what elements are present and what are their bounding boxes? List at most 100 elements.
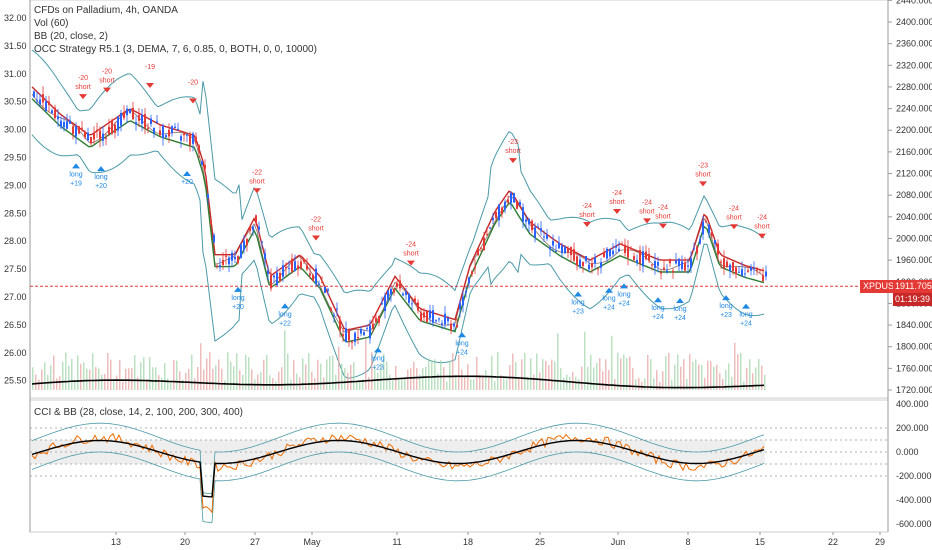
candle-body [672,270,674,273]
candle-body [660,272,662,274]
volume-bar [749,359,751,390]
candles [33,86,767,350]
volume-bar [620,358,622,390]
volume-bar [464,376,466,390]
volume-bar [461,369,463,390]
short-arrow-icon [103,87,111,93]
short-signal-label: -24 [757,215,767,222]
candle-body [552,240,554,246]
x-tick-label: 11 [392,537,401,547]
candle-body [732,262,734,271]
candle-body [537,226,539,228]
candle-body [612,250,614,255]
volume-bar [560,367,562,390]
volume-bar [569,376,571,390]
candle-body [426,311,428,322]
candle-body [738,271,740,273]
candle-body [204,164,206,169]
candle-body [231,252,233,261]
x-tick-label: Jun [611,537,626,547]
candle-body [243,240,245,250]
candle-body [711,232,713,236]
volume-bar [107,352,109,390]
short-signal-label: short [75,84,91,91]
x-tick-label: 15 [755,537,765,547]
candle-body [525,219,527,222]
volume-bar [680,366,682,390]
volume-bar [197,367,199,390]
candle-body [429,310,431,319]
short-signal-label: short [308,226,324,233]
x-tick-label: 13 [111,537,121,547]
candle-body [390,288,392,295]
x-tick-label: May [303,537,321,547]
volume-bar [491,355,493,390]
volume-bar [230,361,232,390]
candle-body [345,328,347,343]
candle-body [723,258,725,268]
candle-body [501,207,503,214]
volume-bar [302,358,304,390]
volume-bar [74,379,76,390]
candle-body [291,258,293,272]
legend-occ: OCC Strategy R5.1 (3, DEMA, 7, 6, 0.85, … [34,44,317,55]
candle-body [492,217,494,221]
volume-bar [530,358,532,390]
right-tick-label: 1800.000 [896,342,932,352]
candle-body [405,292,407,295]
symbol-tag: XPDUSD [860,280,901,293]
candle-body [276,272,278,286]
candle-body [753,268,755,270]
x-tick-label: 20 [180,537,190,547]
long-signal-label: +23 [720,312,732,319]
volume-bar [539,372,541,390]
volume-bar [116,375,118,390]
candle-body [600,262,602,268]
candle-body [642,251,644,267]
long-arrow-icon [605,287,613,293]
candle-body [270,274,272,289]
short-signal-label: -24 [612,190,622,197]
volume-bar [440,360,442,390]
right-tick-label: 2000.000 [896,233,932,243]
candle-body [111,120,113,134]
candle-body [609,248,611,257]
long-signal-label: +24 [618,300,630,307]
candle-body [51,110,53,114]
volume-bar [527,376,529,390]
right-tick-label: 1840.000 [896,320,932,330]
short-signal-label: -22 [252,169,262,176]
volume-bar [98,368,100,390]
volume-bar [338,346,340,390]
candle-body [408,293,410,303]
volume-bar [371,352,373,390]
candle-body [321,281,323,283]
bb-upper-band [31,49,765,294]
candle-body [483,237,485,250]
candle-body [447,318,449,322]
volume-bar [653,378,655,390]
candle-body [348,329,350,341]
right-tick-label: 2080.000 [896,190,932,200]
candle-body [129,108,131,114]
right-tick-label: 2120.000 [896,169,932,179]
long-signal-label: +24 [674,315,686,322]
candle-body [267,270,269,274]
long-arrow-icon [183,171,191,177]
candle-body [312,274,314,282]
volume-bar [761,365,763,390]
volume-bar [467,364,469,390]
candle-body [606,248,608,259]
candle-body [342,334,344,337]
candle-body [699,239,701,244]
candle-body [762,274,764,282]
volume-bar [212,368,214,390]
left-tick-label: 32.00 [4,13,27,23]
candle-body [72,126,74,134]
candle-body [684,262,686,271]
volume-bar [506,379,508,390]
volume-bar [182,379,184,390]
volume-bar [383,353,385,390]
candle-body [138,115,140,121]
